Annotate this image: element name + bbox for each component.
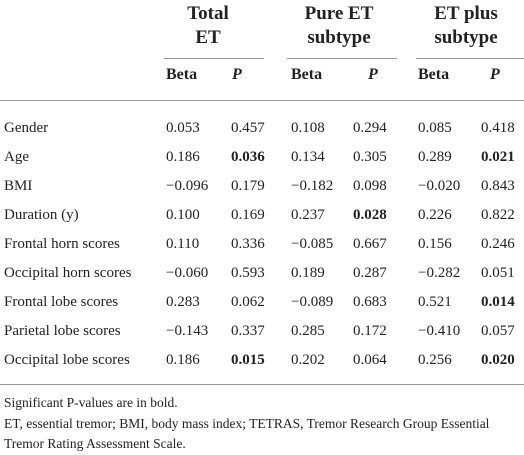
header-total-et-line1: Total (187, 3, 229, 24)
p-value-cell: 0.036 (231, 149, 265, 165)
beta-cell: 0.285 (291, 323, 325, 339)
beta-cell: 0.521 (418, 294, 452, 310)
footnote-abbreviations: ET, essential tremor; BMI, body mass ind… (4, 416, 490, 451)
footnote-significance: Significant P-values are in bold. (4, 395, 178, 410)
row-label: Parietal lobe scores (4, 323, 121, 339)
p-value-cell: 0.057 (481, 323, 515, 339)
p-value-cell: 0.822 (481, 207, 515, 223)
header-et-plus: ET plus subtype (408, 2, 524, 50)
row-label: Frontal horn scores (4, 236, 120, 252)
beta-cell: −0.085 (291, 236, 334, 252)
table-row: Occipital lobe scores 0.186 0.015 0.202 0.06… (0, 348, 524, 372)
p-value-cell: 0.172 (353, 323, 387, 339)
p-value-cell: 0.014 (481, 294, 515, 310)
beta-cell: 0.189 (291, 265, 325, 281)
beta-cell: 0.053 (166, 120, 200, 136)
p-value-cell: 0.667 (353, 236, 387, 252)
bottom-rule (0, 384, 524, 385)
p-value-cell: 0.418 (481, 120, 515, 136)
table-row: Gender 0.053 0.457 0.108 0.294 0.085 0.418 (0, 116, 524, 140)
p-value-cell: 0.287 (353, 265, 387, 281)
beta-cell: 0.186 (166, 149, 200, 165)
p-value-cell: 0.294 (353, 120, 387, 136)
beta-cell: −0.020 (418, 178, 461, 194)
beta-cell: 0.085 (418, 120, 452, 136)
col-header-beta-plus: Beta (418, 66, 450, 83)
p-value-cell: 0.051 (481, 265, 515, 281)
p-value-cell: 0.062 (231, 294, 265, 310)
header-et-plus-line1: ET plus (434, 3, 498, 24)
header-pure-et-line2: subtype (307, 27, 371, 48)
p-value-cell: 0.098 (353, 178, 387, 194)
col-header-p-pure: P (368, 66, 378, 83)
header-et-plus-line2: subtype (434, 27, 498, 48)
header-pure-et: Pure ET subtype (283, 2, 395, 50)
row-label: Occipital horn scores (4, 265, 132, 281)
p-value-cell: 0.064 (353, 352, 387, 368)
p-value-cell: 0.179 (231, 178, 265, 194)
beta-cell: 0.256 (418, 352, 452, 368)
p-value-cell: 0.593 (231, 265, 265, 281)
header-pure-et-line1: Pure ET (304, 3, 374, 24)
row-label: Frontal lobe scores (4, 294, 119, 310)
p-value-cell: 0.336 (231, 236, 265, 252)
p-value-cell: 0.683 (353, 294, 387, 310)
table-row: Occipital horn scores −0.060 0.593 0.189 0.2… (0, 261, 524, 285)
row-label: Gender (4, 120, 49, 136)
beta-cell: 0.100 (166, 207, 200, 223)
col-header-beta-total: Beta (166, 66, 198, 83)
p-value-cell: 0.169 (231, 207, 265, 223)
table-row: Parietal lobe scores −0.143 0.337 0.285 0.17… (0, 319, 524, 343)
p-value-cell: 0.021 (481, 149, 515, 165)
p-value-cell: 0.015 (231, 352, 265, 368)
beta-cell: −0.410 (418, 323, 461, 339)
p-value-cell: 0.020 (481, 352, 515, 368)
table-row: Age 0.186 0.036 0.134 0.305 0.289 0.021 (0, 145, 524, 169)
beta-cell: 0.134 (291, 149, 325, 165)
beta-cell: 0.110 (166, 236, 200, 252)
header-rule (0, 100, 524, 101)
table-row: BMI −0.096 0.179 −0.182 0.098 −0.020 0.843 (0, 174, 524, 198)
p-value-cell: 0.843 (481, 178, 515, 194)
col-header-p-plus: P (490, 66, 500, 83)
group-underline-pure (287, 58, 397, 59)
group-underline-plus (416, 58, 524, 59)
beta-cell: 0.289 (418, 149, 452, 165)
beta-cell: 0.237 (291, 207, 325, 223)
col-header-beta-pure: Beta (291, 66, 323, 83)
beta-cell: −0.143 (166, 323, 209, 339)
row-label: Duration (y) (4, 207, 79, 223)
p-value-cell: 0.337 (231, 323, 265, 339)
beta-cell: −0.089 (291, 294, 334, 310)
p-value-cell: 0.305 (353, 149, 387, 165)
beta-cell: −0.282 (418, 265, 461, 281)
header-total-et-line2: ET (195, 27, 221, 48)
p-value-cell: 0.246 (481, 236, 515, 252)
p-value-cell: 0.457 (231, 120, 265, 136)
beta-cell: 0.186 (166, 352, 200, 368)
row-label: Occipital lobe scores (4, 352, 130, 368)
p-value-cell: 0.028 (353, 207, 387, 223)
row-label: Age (4, 149, 29, 165)
beta-cell: 0.156 (418, 236, 452, 252)
table-row: Frontal lobe scores 0.283 0.062 −0.089 0.683… (0, 290, 524, 314)
beta-cell: −0.182 (291, 178, 334, 194)
beta-cell: 0.283 (166, 294, 200, 310)
beta-cell: 0.226 (418, 207, 452, 223)
table-row: Frontal horn scores 0.110 0.336 −0.085 0.667… (0, 232, 524, 256)
row-label: BMI (4, 178, 33, 194)
beta-cell: 0.202 (291, 352, 325, 368)
beta-cell: −0.060 (166, 265, 209, 281)
table-row: Duration (y) 0.100 0.169 0.237 0.028 0.226 0.8… (0, 203, 524, 227)
beta-cell: 0.108 (291, 120, 325, 136)
group-underline-total (164, 58, 264, 59)
beta-cell: −0.096 (166, 178, 209, 194)
col-header-p-total: P (232, 66, 242, 83)
header-total-et: Total ET (162, 2, 254, 50)
